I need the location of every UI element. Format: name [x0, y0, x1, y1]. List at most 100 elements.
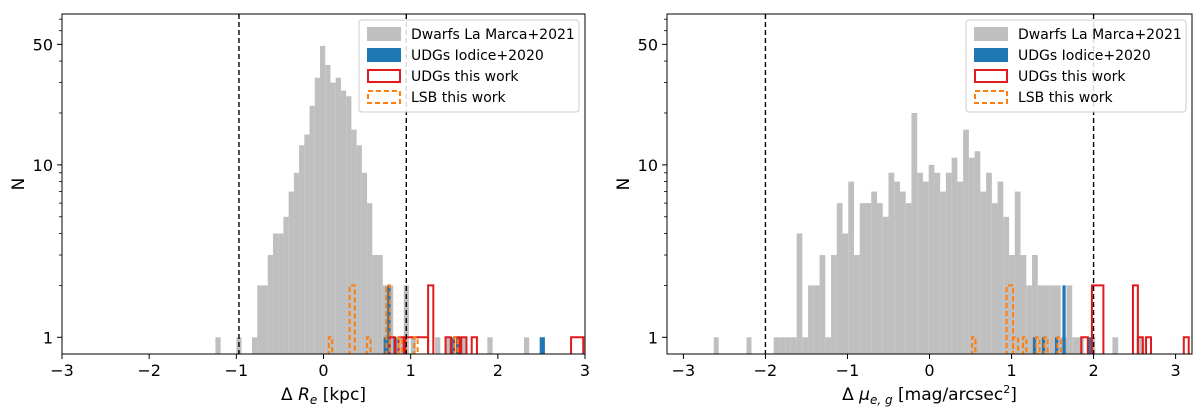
- x-tick-label: −1: [836, 361, 860, 380]
- hist-bar: [773, 337, 780, 354]
- hist-step: [1145, 336, 1152, 354]
- hist-bar: [986, 172, 992, 354]
- hist-bar: [335, 77, 341, 354]
- hist-bar: [340, 90, 347, 354]
- x-tick-label: 1: [1006, 361, 1016, 380]
- legend: Dwarfs La Marca+2021 UDGs Iodice+2020 UDGs…: [965, 19, 1187, 113]
- hist-bar: [877, 203, 883, 354]
- hist-bar: [997, 181, 1004, 354]
- hist-bar: [1138, 337, 1145, 354]
- hist-bar: [325, 64, 331, 354]
- hist-bar: [356, 145, 362, 354]
- hist-bar: [309, 105, 315, 354]
- hist-bar: [372, 255, 378, 354]
- hist-step: [453, 336, 459, 354]
- hist-bar: [539, 337, 545, 354]
- legend-label: LSB this work: [411, 90, 507, 106]
- hist-bar: [905, 203, 912, 354]
- hist-bar: [1003, 216, 1010, 354]
- hist-step: [1182, 336, 1190, 354]
- x-tick-label: −2: [137, 361, 161, 380]
- legend-label: Dwarfs La Marca+2021: [411, 27, 575, 43]
- legend-frame: [965, 19, 1187, 113]
- legend-handle: [974, 27, 1008, 41]
- hist-bar: [922, 181, 929, 354]
- y-tick-label: 10: [33, 156, 53, 175]
- x-tick-label: −1: [225, 361, 249, 380]
- legend-handle: [367, 48, 401, 62]
- hist-bar: [974, 151, 981, 354]
- hist-bar: [1087, 337, 1092, 354]
- hist-bar: [940, 191, 946, 354]
- hist-bar: [257, 285, 263, 354]
- y-tick-label: 50: [638, 35, 658, 54]
- hist-step: [413, 336, 419, 354]
- hist-bar: [951, 157, 958, 354]
- hist-bar: [888, 172, 895, 354]
- x-tick-label: 0: [924, 361, 934, 380]
- hist-step: [397, 336, 403, 354]
- legend-handle: [367, 90, 401, 104]
- hist-bar: [351, 129, 357, 354]
- y-axis-label: N: [614, 178, 634, 191]
- hist-bar: [808, 285, 814, 354]
- hist-bar: [842, 233, 849, 354]
- hist-bar: [831, 255, 837, 354]
- legend: Dwarfs La Marca+2021 UDGs Iodice+2020 UDGs…: [358, 19, 580, 113]
- hist-bar: [859, 203, 866, 354]
- hist-bar: [871, 191, 877, 354]
- plot-area: [215, 45, 585, 354]
- hist-step: [1131, 284, 1139, 354]
- hist-bar: [819, 255, 826, 354]
- hist-step: [327, 336, 334, 354]
- hist-bar: [215, 337, 221, 354]
- hist-bar: [461, 337, 467, 354]
- hist-bar: [1032, 255, 1038, 354]
- plot-area: [713, 112, 1190, 354]
- hist-bar: [377, 255, 383, 354]
- legend-label: UDGs Iodice+2020: [1018, 48, 1151, 64]
- hist-step: [366, 336, 372, 354]
- hist-bar: [320, 45, 326, 354]
- hist-step: [388, 336, 396, 354]
- hist-bar: [894, 181, 900, 354]
- hist-bar: [523, 337, 530, 354]
- hist-bar: [1066, 285, 1073, 354]
- hist-bar: [278, 233, 284, 354]
- hist-bar: [957, 181, 964, 354]
- x-axis-label: Δ Re [kpc]: [281, 385, 366, 407]
- hist-bar: [288, 191, 294, 354]
- hist-bar: [854, 255, 860, 354]
- hist-bar: [450, 337, 455, 354]
- legend-label: UDGs this work: [411, 69, 519, 85]
- panel-left: −3 −2 −1 0 1 2 3 1 10 50 N Δ Re [kpc] Dwarfs La Marc…: [9, 13, 590, 407]
- hist-bar: [1049, 285, 1056, 354]
- hist-step: [1136, 336, 1144, 354]
- hist-bar: [796, 233, 803, 354]
- hist-bar: [746, 337, 752, 354]
- hist-bar: [934, 172, 941, 354]
- hist-bar: [779, 337, 786, 354]
- x-tick-label: 2: [493, 361, 503, 380]
- hist-bar: [917, 172, 923, 354]
- hist-bar: [836, 203, 843, 354]
- hist-bar: [1014, 191, 1021, 354]
- hist-bar: [813, 285, 820, 354]
- x-tick-label: 1: [406, 361, 416, 380]
- legend-label: LSB this work: [1018, 90, 1114, 106]
- hist-bar: [1032, 337, 1037, 354]
- legend-frame: [358, 19, 580, 113]
- hist-bar: [1072, 337, 1078, 354]
- hist-bar: [1037, 285, 1044, 354]
- hist-bar: [968, 157, 975, 354]
- x-tick-label: −3: [50, 361, 74, 380]
- hist-step: [1043, 336, 1049, 354]
- hist-step: [444, 336, 452, 354]
- legend-label: Dwarfs La Marca+2021: [1018, 27, 1182, 43]
- hist-bar: [882, 216, 889, 354]
- hist-bar: [1062, 285, 1066, 354]
- hist-bar: [928, 164, 935, 354]
- hist-bar: [790, 337, 797, 354]
- x-tick-label: 0: [318, 361, 328, 380]
